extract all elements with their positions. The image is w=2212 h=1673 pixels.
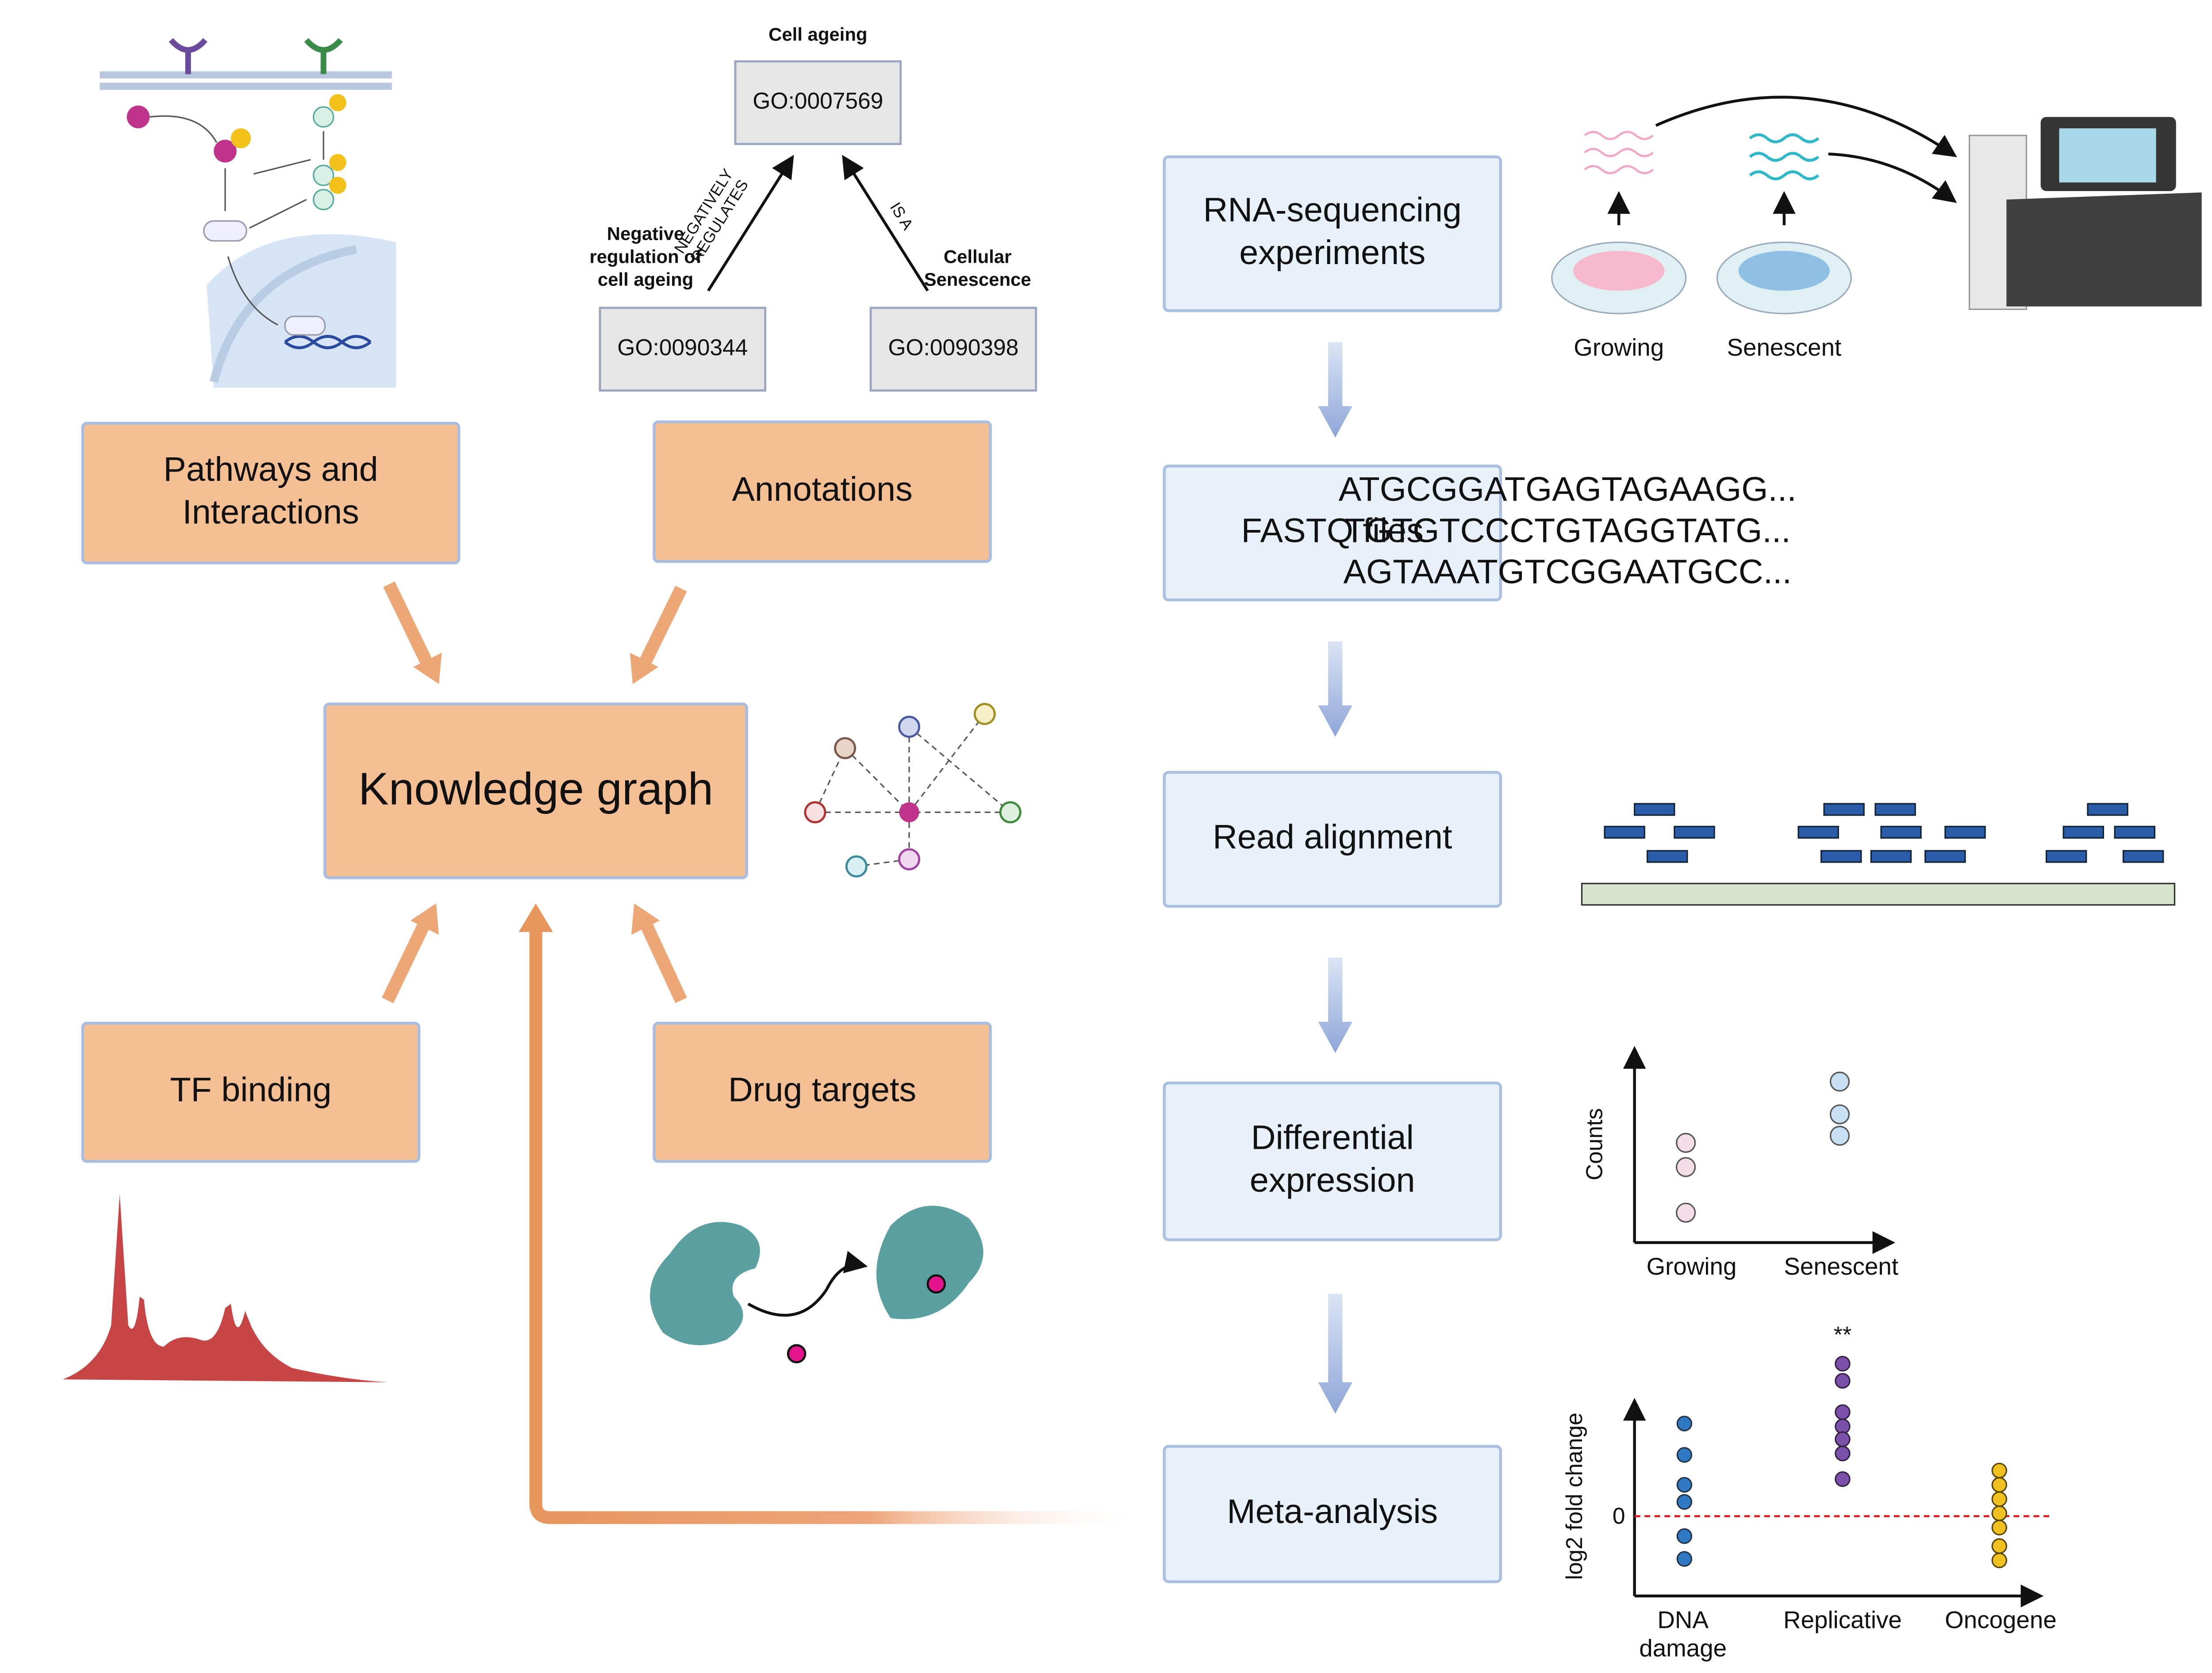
sample-label: Senescent [1727, 334, 1842, 361]
source-box [653, 1021, 992, 1163]
ontology-graph [599, 60, 1037, 392]
go-id: GO:0090344 [617, 334, 748, 360]
x-tick-label: Senescent [1784, 1252, 1898, 1280]
go-term: Cell ageing [768, 24, 867, 45]
source-box [653, 420, 992, 563]
y-axis-label: log2 fold change [1561, 1412, 1587, 1580]
x-tick-label: damage [1639, 1635, 1727, 1662]
x-tick-label: Growing [1647, 1252, 1737, 1280]
source-label: Drug targets [728, 1071, 916, 1109]
sequencing-icon [1551, 96, 2202, 315]
feedback-arrow-head [518, 903, 553, 932]
edge-label: IS A [887, 199, 917, 233]
go-term: Negative [607, 223, 684, 244]
pipeline-box [1163, 155, 1502, 312]
feedback-arrow [529, 929, 1140, 1524]
pipeline-box [1163, 1082, 1502, 1241]
pipeline-label: Read alignment [1213, 818, 1452, 856]
x-tick-label: Replicative [1783, 1606, 1902, 1633]
go-id: GO:0007569 [753, 88, 883, 114]
sequence: ATGCGGATGAGTAGAAGG... [1339, 470, 1797, 508]
source-label: TF binding [170, 1071, 331, 1109]
source-label: Annotations [732, 470, 912, 508]
sequence: TGTGTCCCTGTAGGTATG... [1344, 511, 1791, 549]
source-arrow-heads [410, 652, 660, 935]
pipeline-label: expression [1250, 1161, 1415, 1199]
network-icon [804, 703, 1022, 878]
pipeline-box [1163, 1445, 1502, 1583]
source-label: Interactions [182, 493, 359, 531]
pipeline-box [1163, 771, 1502, 908]
source-box [81, 1021, 421, 1163]
counts-plot [1623, 1046, 1896, 1254]
tf-peaks [62, 1194, 388, 1382]
source-label: Pathways and [163, 450, 378, 488]
sequence: AGTAAATGTCGGAATGCC... [1344, 553, 1792, 591]
pathway-icon [100, 38, 396, 388]
sample-label: Growing [1574, 334, 1664, 361]
read-alignment [1581, 803, 2176, 906]
go-term: cell ageing [598, 269, 693, 290]
pipeline-label: experiments [1239, 234, 1425, 272]
x-tick-label: Oncogene [1945, 1606, 2057, 1633]
knowledge-graph-box [323, 702, 749, 879]
go-term: Cellular [944, 246, 1012, 267]
fold-change-plot [1623, 1356, 2050, 1608]
source-arrows [382, 581, 687, 1003]
drug-target-icon [650, 1205, 983, 1364]
pipeline-arrows [1318, 342, 1352, 1414]
go-id: GO:0090398 [888, 334, 1018, 360]
x-tick-label: DNA [1657, 1606, 1709, 1633]
pipeline-label: FASTQ files [1241, 511, 1424, 549]
knowledge-graph-label: Knowledge graph [358, 763, 713, 814]
pipeline-label: Differential [1251, 1119, 1414, 1157]
source-box [81, 422, 461, 564]
y-axis-label: Counts [1581, 1108, 1607, 1180]
go-term: regulation of [589, 246, 702, 267]
go-term: Senescence [924, 269, 1031, 290]
pipeline-label: Meta-analysis [1227, 1493, 1438, 1531]
pipeline-box [1163, 464, 1502, 602]
pipeline-label: RNA-sequencing [1203, 191, 1462, 229]
significance: ** [1834, 1322, 1851, 1347]
zero-label: 0 [1613, 1503, 1625, 1528]
